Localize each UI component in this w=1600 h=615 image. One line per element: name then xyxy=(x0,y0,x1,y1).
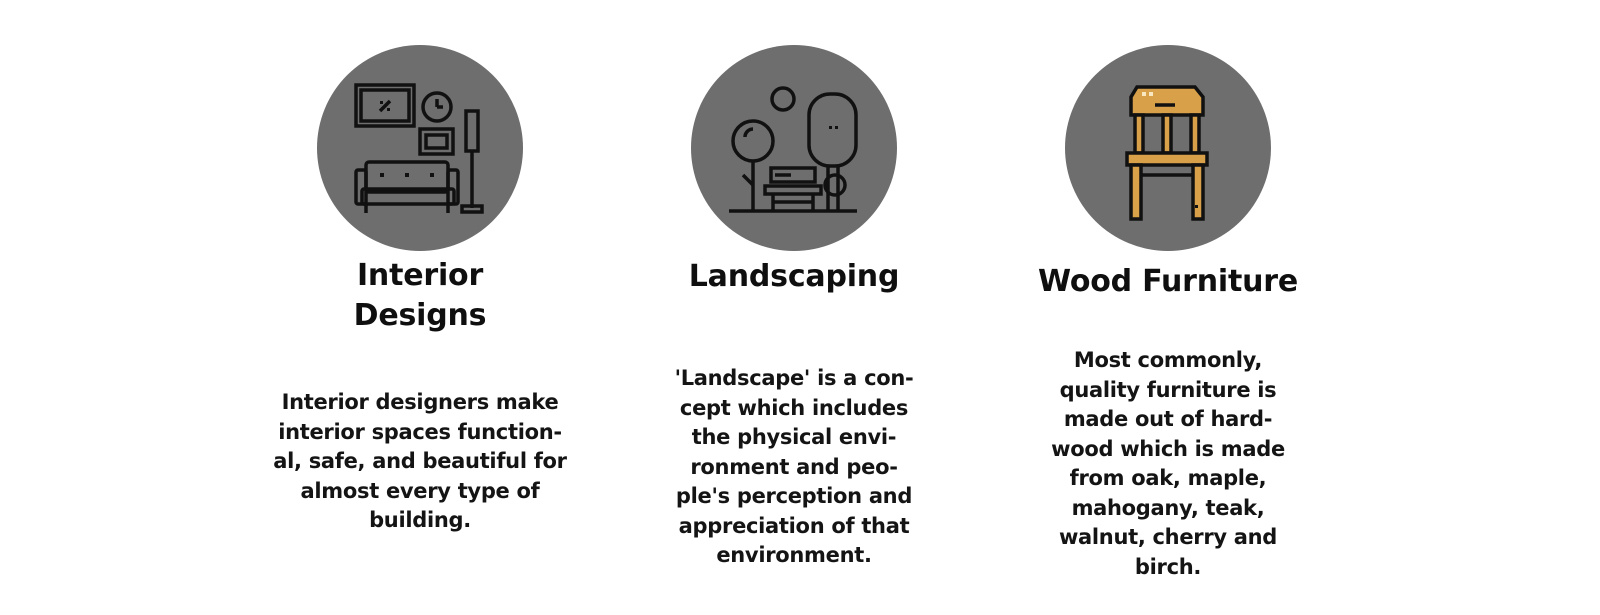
service-description: Most commonly, quality furniture is made… xyxy=(1051,348,1285,579)
icon-circle xyxy=(1065,45,1271,251)
icon-circle xyxy=(317,45,523,251)
living-room-icon xyxy=(354,83,484,214)
icon-circle xyxy=(691,45,897,251)
park-landscape-icon xyxy=(729,86,858,213)
service-card-wood-furniture: Wood Furniture Most commonly, quality fu… xyxy=(998,0,1338,615)
service-card-interior-designs: Interior Designs Interior designers make… xyxy=(250,0,590,615)
service-description: 'Landscape' is a con- cept which include… xyxy=(674,366,914,567)
service-card-landscaping: Landscaping 'Landscape' is a con- cept w… xyxy=(624,0,964,615)
wooden-chair-icon xyxy=(1125,85,1209,221)
service-title: Interior Designs xyxy=(353,258,487,333)
service-description: Interior designers make interior spaces … xyxy=(273,390,567,532)
service-title: Landscaping xyxy=(688,259,900,294)
service-title: Wood Furniture xyxy=(1038,264,1298,299)
